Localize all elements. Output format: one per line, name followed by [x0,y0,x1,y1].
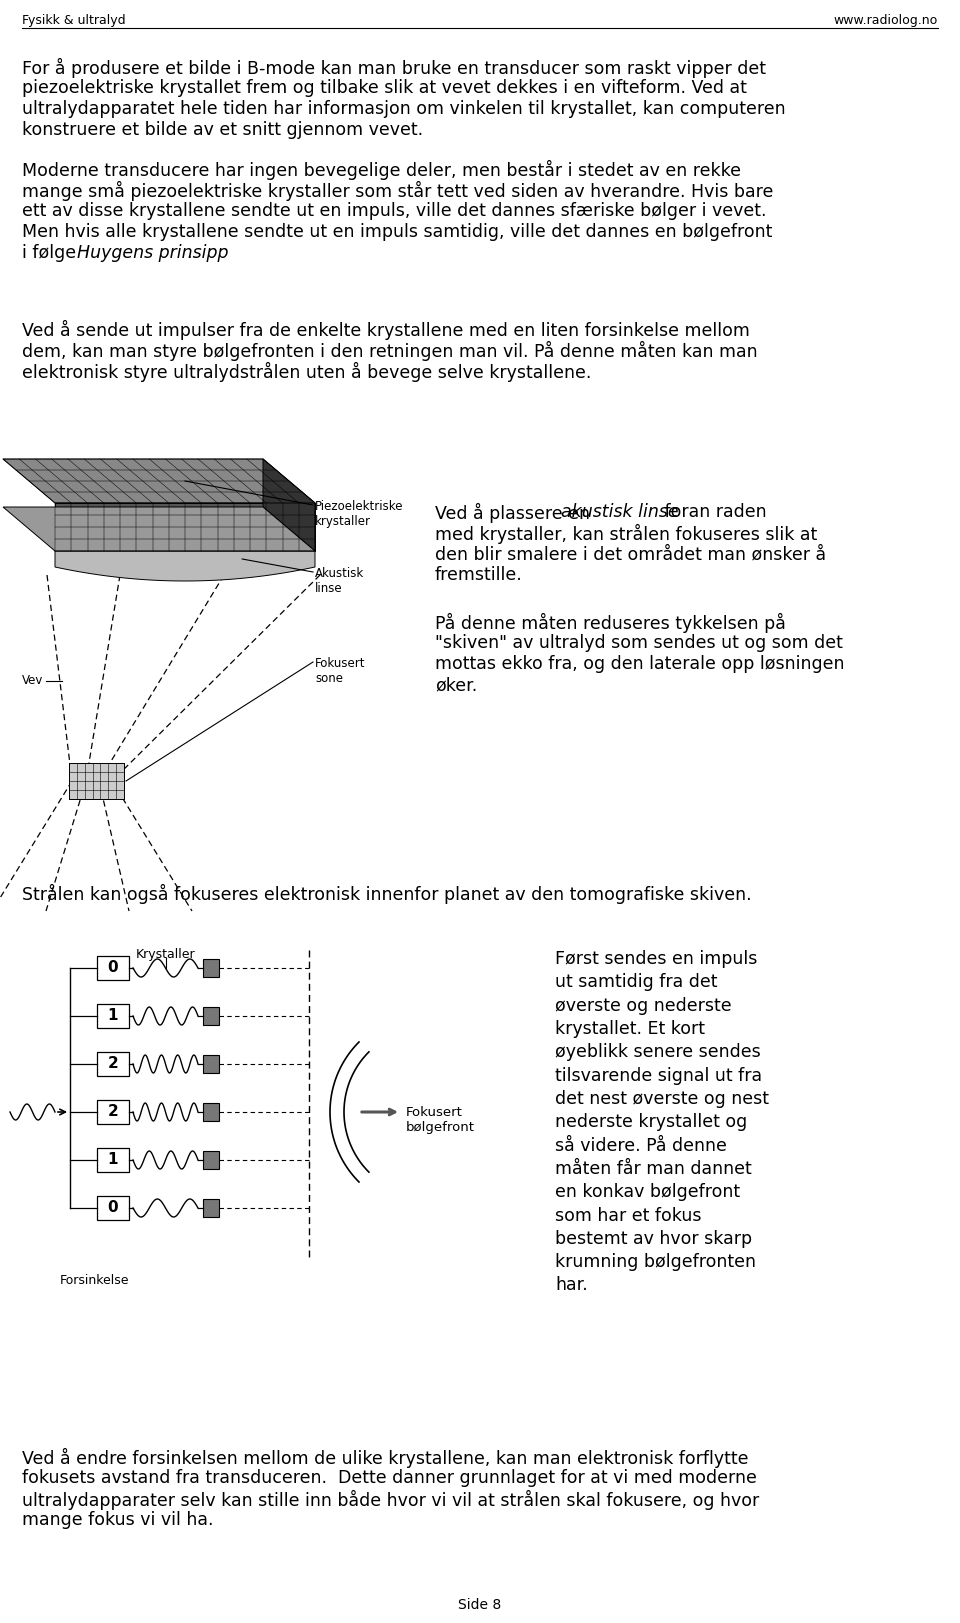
Text: 0: 0 [108,961,118,975]
Text: med krystaller, kan strålen fokuseres slik at: med krystaller, kan strålen fokuseres sl… [435,524,817,544]
FancyBboxPatch shape [203,1151,219,1169]
Text: Huygens prinsipp: Huygens prinsipp [77,243,228,261]
FancyBboxPatch shape [97,1005,129,1027]
FancyBboxPatch shape [203,1199,219,1217]
Text: Ved å plassere en: Ved å plassere en [435,503,595,523]
Text: Strålen kan også fokuseres elektronisk innenfor planet av den tomografiske skive: Strålen kan også fokuseres elektronisk i… [22,885,752,904]
Text: Ved å endre forsinkelsen mellom de ulike krystallene, kan man elektronisk forfly: Ved å endre forsinkelsen mellom de ulike… [22,1448,749,1469]
Text: konstruere et bilde av et snitt gjennom vevet.: konstruere et bilde av et snitt gjennom … [22,122,423,140]
Text: 1: 1 [108,1008,118,1024]
Text: Forsinkelse: Forsinkelse [60,1274,130,1287]
FancyBboxPatch shape [203,959,219,977]
Text: Fokusert
bølgefront: Fokusert bølgefront [406,1105,475,1134]
Text: akustisk linse: akustisk linse [561,503,679,521]
Text: Vev: Vev [22,675,43,688]
Text: Piezoelektriske
krystaller: Piezoelektriske krystaller [315,500,403,527]
Text: Side 8: Side 8 [458,1599,502,1612]
FancyBboxPatch shape [97,1052,129,1076]
Polygon shape [3,459,315,503]
Text: Krystaller: Krystaller [135,948,195,961]
Text: øker.: øker. [435,677,477,695]
Text: For å produsere et bilde i B-mode kan man bruke en transducer som raskt vipper d: For å produsere et bilde i B-mode kan ma… [22,58,766,78]
Text: Fokusert
sone: Fokusert sone [315,657,366,685]
Text: Ved å sende ut impulser fra de enkelte krystallene med en liten forsinkelse mell: Ved å sende ut impulser fra de enkelte k… [22,320,750,341]
Text: Men hvis alle krystallene sendte ut en impuls samtidig, ville det dannes en bølg: Men hvis alle krystallene sendte ut en i… [22,222,773,240]
Text: piezoelektriske krystallet frem og tilbake slik at vevet dekkes i en vifteform. : piezoelektriske krystallet frem og tilba… [22,80,747,97]
Text: mottas ekko fra, og den laterale opp løsningen: mottas ekko fra, og den laterale opp løs… [435,656,845,674]
Polygon shape [263,459,315,550]
Text: fokusets avstand fra transduceren.  Dette danner grunnlaget for at vi med modern: fokusets avstand fra transduceren. Dette… [22,1469,756,1487]
Text: Moderne transducere har ingen bevegelige deler, men består i stedet av en rekke: Moderne transducere har ingen bevegelige… [22,161,741,180]
Text: 0: 0 [108,1201,118,1216]
Text: .: . [186,243,192,261]
Polygon shape [69,763,124,799]
Text: fremstille.: fremstille. [435,566,523,584]
Text: 2: 2 [108,1105,118,1120]
Text: På denne måten reduseres tykkelsen på: På denne måten reduseres tykkelsen på [435,613,786,633]
Text: ett av disse krystallene sendte ut en impuls, ville det dannes sfæriske bølger i: ett av disse krystallene sendte ut en im… [22,201,766,221]
Text: mange små piezoelektriske krystaller som står tett ved siden av hverandre. Hvis : mange små piezoelektriske krystaller som… [22,182,774,201]
Text: 2: 2 [108,1057,118,1071]
FancyBboxPatch shape [97,1196,129,1220]
Text: foran raden: foran raden [659,503,767,521]
Polygon shape [55,550,315,581]
Text: ultralydapparatet hele tiden har informasjon om vinkelen til krystallet, kan com: ultralydapparatet hele tiden har informa… [22,101,785,118]
FancyBboxPatch shape [203,1055,219,1073]
Polygon shape [55,503,315,550]
Text: ultralydapparater selv kan stille inn både hvor vi vil at strålen skal fokusere,: ultralydapparater selv kan stille inn bå… [22,1490,759,1509]
Polygon shape [3,506,315,550]
FancyBboxPatch shape [97,1100,129,1125]
Text: i følge: i følge [22,243,82,261]
FancyBboxPatch shape [97,956,129,980]
Text: 1: 1 [108,1152,118,1167]
FancyBboxPatch shape [97,1147,129,1172]
Text: Akustisk
linse: Akustisk linse [315,566,364,596]
Text: mange fokus vi vil ha.: mange fokus vi vil ha. [22,1511,213,1529]
Text: www.radiolog.no: www.radiolog.no [833,15,938,28]
Text: "skiven" av ultralyd som sendes ut og som det: "skiven" av ultralyd som sendes ut og so… [435,635,843,652]
Text: elektronisk styre ultralydstrålen uten å bevege selve krystallene.: elektronisk styre ultralydstrålen uten å… [22,362,591,381]
Text: Fysikk & ultralyd: Fysikk & ultralyd [22,15,126,28]
FancyBboxPatch shape [203,1104,219,1121]
Text: den blir smalere i det området man ønsker å: den blir smalere i det området man ønske… [435,545,827,563]
Text: Først sendes en impuls
ut samtidig fra det
øverste og nederste
krystallet. Et ko: Først sendes en impuls ut samtidig fra d… [555,949,769,1295]
Text: dem, kan man styre bølgefronten i den retningen man vil. På denne måten kan man: dem, kan man styre bølgefronten i den re… [22,341,757,360]
FancyBboxPatch shape [203,1006,219,1026]
